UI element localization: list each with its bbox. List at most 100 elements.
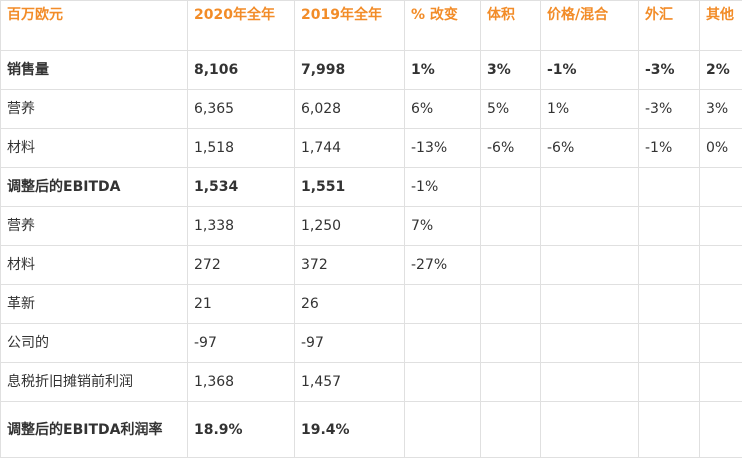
other (700, 207, 742, 246)
price-mix (541, 363, 639, 402)
fx (639, 363, 700, 402)
price-mix (541, 324, 639, 363)
value-2019: 1,457 (295, 363, 405, 402)
fx: -1% (639, 129, 700, 168)
volume (481, 285, 541, 324)
header-2019: 2019年全年 (295, 1, 405, 51)
change (405, 285, 481, 324)
header-change: % 改变 (405, 1, 481, 51)
value-2020: 6,365 (188, 90, 295, 129)
header-price-mix: 价格/混合 (541, 1, 639, 51)
other (700, 285, 742, 324)
header-other: 其他 (700, 1, 742, 51)
row-label: 息税折旧摊销前利润 (1, 363, 188, 402)
price-mix (541, 285, 639, 324)
fx: -3% (639, 51, 700, 90)
change (405, 402, 481, 458)
other: 0% (700, 129, 742, 168)
change: -1% (405, 168, 481, 207)
other (700, 246, 742, 285)
change (405, 324, 481, 363)
other (700, 168, 742, 207)
change: 1% (405, 51, 481, 90)
row-label: 材料 (1, 129, 188, 168)
value-2019: -97 (295, 324, 405, 363)
table-row: 公司的-97-97 (1, 324, 742, 363)
value-2020: 18.9% (188, 402, 295, 458)
table-header: 百万欧元 2020年全年 2019年全年 % 改变 体积 价格/混合 外汇 其他 (1, 1, 742, 51)
volume (481, 207, 541, 246)
volume: -6% (481, 129, 541, 168)
value-2019: 19.4% (295, 402, 405, 458)
header-row: 百万欧元 2020年全年 2019年全年 % 改变 体积 价格/混合 外汇 其他 (1, 1, 742, 51)
header-2020: 2020年全年 (188, 1, 295, 51)
value-2020: 1,368 (188, 363, 295, 402)
fx (639, 285, 700, 324)
other (700, 402, 742, 458)
volume (481, 168, 541, 207)
row-label: 营养 (1, 90, 188, 129)
volume: 5% (481, 90, 541, 129)
price-mix (541, 402, 639, 458)
change: -27% (405, 246, 481, 285)
volume (481, 363, 541, 402)
price-mix: -6% (541, 129, 639, 168)
row-label: 革新 (1, 285, 188, 324)
volume: 3% (481, 51, 541, 90)
value-2019: 7,998 (295, 51, 405, 90)
value-2020: 8,106 (188, 51, 295, 90)
header-volume: 体积 (481, 1, 541, 51)
header-label: 百万欧元 (1, 1, 188, 51)
value-2019: 6,028 (295, 90, 405, 129)
fx (639, 207, 700, 246)
row-label: 营养 (1, 207, 188, 246)
price-mix (541, 207, 639, 246)
row-label: 调整后的EBITDA (1, 168, 188, 207)
value-2020: 1,534 (188, 168, 295, 207)
value-2020: -97 (188, 324, 295, 363)
price-mix: 1% (541, 90, 639, 129)
value-2019: 1,250 (295, 207, 405, 246)
fx (639, 168, 700, 207)
row-label: 公司的 (1, 324, 188, 363)
fx (639, 246, 700, 285)
value-2019: 1,744 (295, 129, 405, 168)
price-mix (541, 168, 639, 207)
value-2020: 272 (188, 246, 295, 285)
value-2019: 1,551 (295, 168, 405, 207)
row-label: 销售量 (1, 51, 188, 90)
row-label: 材料 (1, 246, 188, 285)
price-mix: -1% (541, 51, 639, 90)
change (405, 363, 481, 402)
other (700, 324, 742, 363)
volume (481, 246, 541, 285)
value-2020: 21 (188, 285, 295, 324)
value-2019: 26 (295, 285, 405, 324)
header-fx: 外汇 (639, 1, 700, 51)
other: 2% (700, 51, 742, 90)
row-label: 调整后的EBITDA利润率 (1, 402, 188, 458)
value-2020: 1,518 (188, 129, 295, 168)
change: 6% (405, 90, 481, 129)
value-2020: 1,338 (188, 207, 295, 246)
price-mix (541, 246, 639, 285)
fx (639, 324, 700, 363)
fx (639, 402, 700, 458)
volume (481, 324, 541, 363)
other (700, 363, 742, 402)
fx: -3% (639, 90, 700, 129)
change: 7% (405, 207, 481, 246)
change: -13% (405, 129, 481, 168)
other: 3% (700, 90, 742, 129)
